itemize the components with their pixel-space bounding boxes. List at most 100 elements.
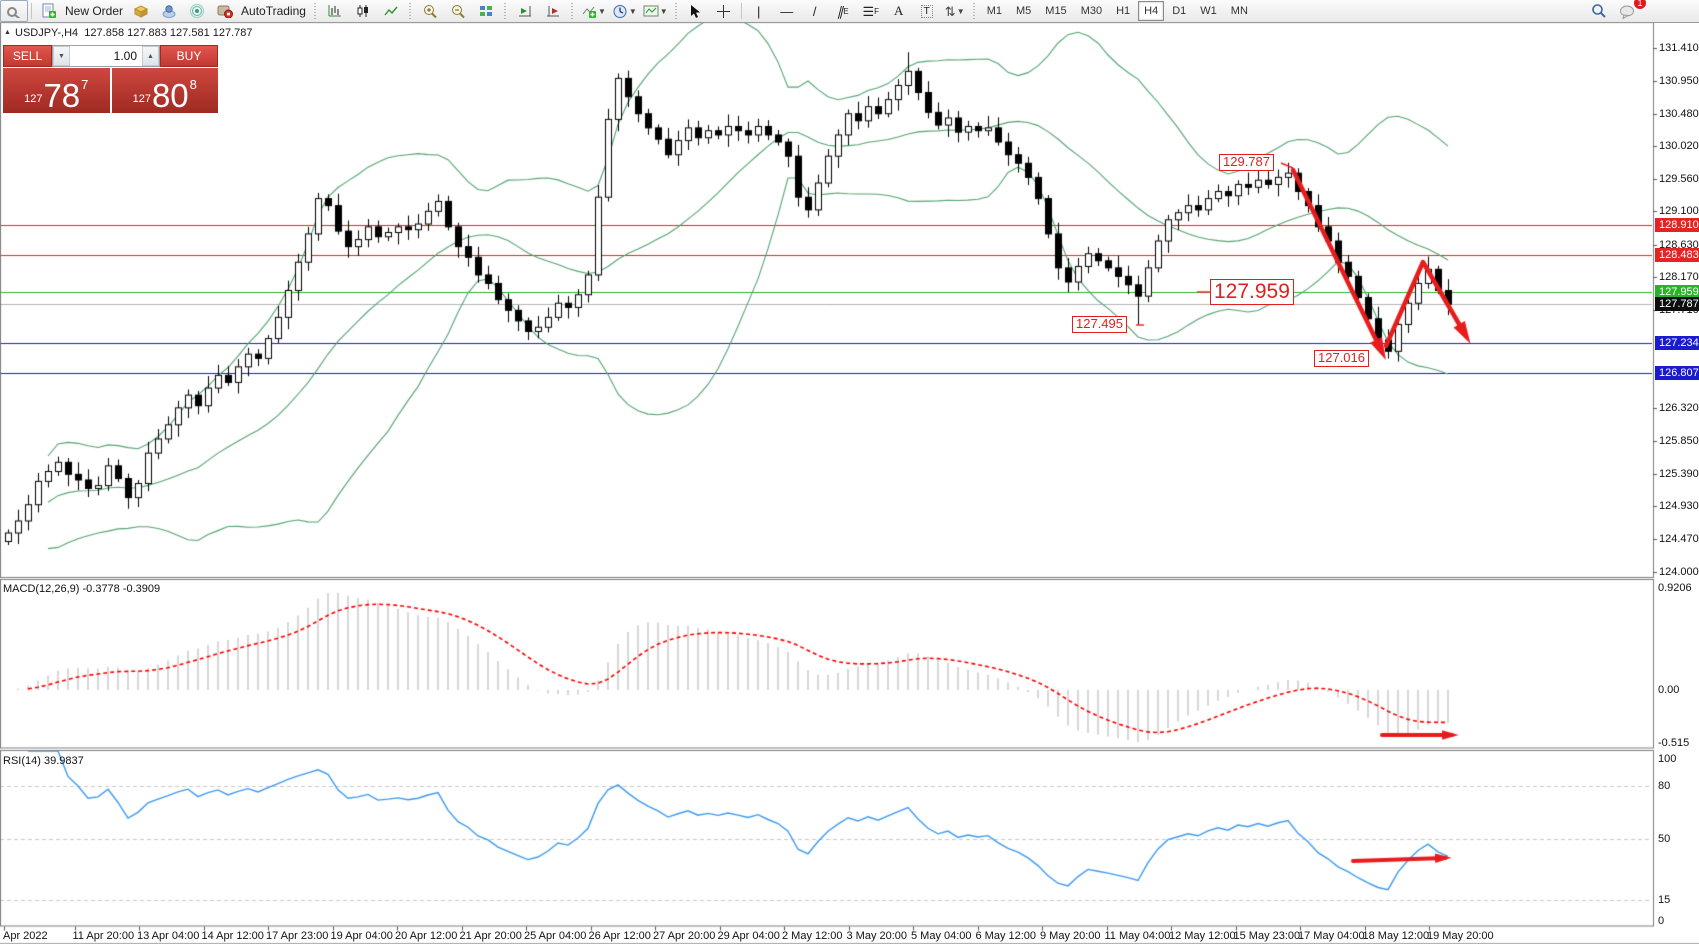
price-tick-label: 131.410	[1659, 42, 1699, 54]
annotation-price-label[interactable]: 127.016	[1314, 350, 1369, 367]
community-profile-icon[interactable]	[155, 0, 183, 22]
rsi-axis-label: 15	[1658, 893, 1671, 906]
price-tick-label: 129.560	[1659, 172, 1699, 185]
timeframe-button-m1[interactable]: M1	[986, 5, 1002, 17]
price-tick-label: 130.020	[1659, 140, 1699, 153]
rsi-axis-label: 100	[1658, 753, 1677, 765]
time-axis-label: 29 Apr 04:00	[717, 930, 780, 942]
toolbar-grip[interactable]	[970, 3, 978, 19]
hline-price-badge: 128.483	[1655, 247, 1699, 262]
text-tool[interactable]: A	[894, 3, 904, 18]
indicators-menu-button[interactable]: ▼	[578, 0, 609, 22]
toolbar-grip[interactable]	[568, 3, 576, 19]
buy-price-display[interactable]: 127 80 8	[111, 68, 218, 113]
annotation-price-label[interactable]: 127.959	[1210, 279, 1294, 306]
time-axis-label: 17 May 04:00	[1298, 930, 1365, 942]
annotation-price-label[interactable]: 127.495	[1072, 316, 1127, 333]
time-axis-label: 12 May 12:00	[1169, 930, 1236, 942]
time-axis-label: 2 May 12:00	[782, 930, 843, 942]
templates-menu-button[interactable]: ▼	[640, 0, 671, 22]
time-axis-label: 27 Apr 20:00	[653, 930, 716, 942]
ohlc-values: 127.858 127.883 127.581 127.787	[84, 27, 253, 39]
one-click-toggle-icon[interactable]: ▲	[4, 29, 11, 36]
sell-button[interactable]: SELL	[3, 45, 52, 67]
equidistant-channel-tool[interactable]: ∥ E	[836, 3, 849, 19]
time-axis-label: 18 May 12:00	[1362, 930, 1430, 942]
hline-price-badge: 128.910	[1655, 217, 1699, 232]
buy-button[interactable]: BUY	[160, 45, 218, 67]
tile-windows-icon[interactable]	[472, 0, 500, 22]
horizontal-line-tool[interactable]: —	[780, 3, 794, 19]
chevron-down-icon: ▼	[659, 6, 668, 16]
toolbar-grip[interactable]	[311, 3, 319, 19]
crosshair-tool-button[interactable]	[710, 0, 738, 22]
toolbar-grip[interactable]	[672, 3, 680, 19]
periods-menu-button[interactable]: ▼	[609, 0, 640, 22]
price-tick-label: 128.170	[1659, 271, 1699, 284]
notification-count-badge: 1	[1634, 0, 1646, 9]
vertical-line-tool[interactable]: |	[757, 3, 761, 19]
zoom-in-icon[interactable]	[416, 0, 444, 22]
time-axis-label: 9 May 20:00	[1040, 930, 1101, 942]
toolbar-grip[interactable]	[406, 3, 414, 19]
chevron-down-icon: ▼	[597, 6, 606, 16]
chat-bubble-icon	[1619, 5, 1634, 19]
rsi-axis-label: 0	[1658, 915, 1665, 927]
search-icon[interactable]	[1585, 0, 1613, 22]
time-axis-label: 5 May 04:00	[911, 930, 972, 942]
cursor-tool-button[interactable]	[682, 0, 710, 22]
price-tick-label: 130.480	[1659, 107, 1699, 120]
time-axis-label: 3 May 20:00	[846, 930, 908, 942]
hline-price-badge: 127.234	[1655, 336, 1699, 351]
bar-chart-type-icon[interactable]	[321, 0, 349, 22]
timeframe-toolbar: M1 M5 M15 M30 H1 H4 D1 W1 MN	[980, 1, 1255, 21]
trendline-tool[interactable]: /	[812, 3, 817, 19]
timeframe-button-w1[interactable]: W1	[1200, 5, 1217, 17]
timeframe-button-h1[interactable]: H1	[1116, 5, 1131, 17]
volume-decrease-button[interactable]: ▼	[53, 46, 70, 66]
fibonacci-tool[interactable]: ☰ F	[862, 3, 879, 19]
macd-axis-label: 0.00	[1658, 684, 1680, 696]
timeframe-button-m15[interactable]: M15	[1045, 5, 1067, 17]
time-axis-label: 19 May 20:00	[1427, 930, 1494, 942]
auto-scroll-icon[interactable]	[511, 0, 539, 22]
volume-value[interactable]: 1.00	[113, 49, 137, 63]
timeframe-button-d1[interactable]: D1	[1172, 5, 1187, 17]
time-axis-label: 11 Apr 20:00	[72, 930, 135, 942]
toolbar-right-group: 1	[1585, 0, 1699, 22]
timeframe-button-mn[interactable]: MN	[1230, 5, 1248, 17]
arrows-tool-button[interactable]: ⇅ ▼	[944, 3, 965, 19]
price-tick-label: 124.930	[1659, 500, 1699, 513]
volume-increase-button[interactable]: ▲	[142, 46, 159, 66]
timeframe-button-m5[interactable]: M5	[1016, 5, 1032, 17]
notifications-button[interactable]: 1	[1613, 0, 1646, 22]
timeframe-button-h4[interactable]: H4	[1138, 1, 1165, 21]
price-tick-label: 124.000	[1659, 565, 1699, 578]
signal-icon[interactable]	[183, 0, 211, 22]
one-click-trading-panel: SELL ▼ 1.00 ▲ BUY 127 78 7 127 80 8	[3, 45, 218, 113]
candlestick-chart-type-icon[interactable]	[349, 0, 377, 22]
hline-price-badge: 127.959	[1655, 284, 1699, 299]
autotrading-icon	[217, 5, 234, 18]
price-tick-label: 126.320	[1659, 401, 1699, 414]
rsi-indicator-label: RSI(14) 39.9837	[3, 755, 84, 767]
price-tick-label: 129.100	[1659, 205, 1699, 218]
rsi-axis-label: 50	[1658, 832, 1671, 845]
time-axis-label: 19 Apr 04:00	[330, 930, 393, 942]
autotrading-button[interactable]	[211, 0, 239, 22]
line-chart-type-icon[interactable]	[377, 0, 405, 22]
toolbar-grip[interactable]	[501, 3, 509, 19]
sell-price-display[interactable]: 127 78 7	[3, 68, 110, 113]
deposit-box-icon[interactable]	[127, 0, 155, 22]
autotrading-label[interactable]: AutoTrading	[241, 4, 306, 18]
new-order-label[interactable]: New Order	[65, 4, 124, 18]
clock-icon	[613, 4, 627, 18]
annotation-price-label[interactable]: 129.787	[1219, 154, 1274, 171]
time-axis-label: 11 May 04:00	[1104, 930, 1171, 942]
new-order-button[interactable]	[35, 0, 63, 22]
timeframe-button-m30[interactable]: M30	[1080, 5, 1103, 17]
zoom-out-icon[interactable]	[444, 0, 472, 22]
chart-shift-icon[interactable]	[539, 0, 567, 22]
text-label-tool[interactable]: T	[913, 0, 941, 22]
